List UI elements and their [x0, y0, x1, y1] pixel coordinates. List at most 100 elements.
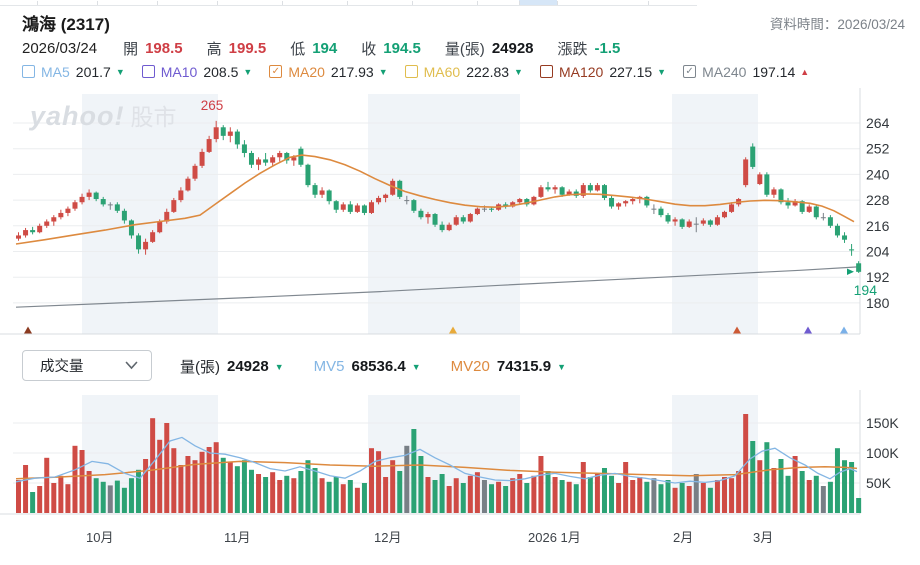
tab-divider: [157, 1, 158, 5]
volume-chart-svg: 150K 100K 50K: [0, 390, 899, 515]
volume-legend-item-1: MV5 68536.4 ▼: [314, 358, 421, 375]
down-triangle-icon: ▼: [378, 66, 388, 77]
ma-checkbox-ma120[interactable]: [539, 65, 553, 78]
volume-axis-label: 50K: [866, 475, 892, 491]
quote-field-4: 量(張) 24928: [445, 38, 534, 59]
volume-legend: 量(張) 24928 ▼ MV5 68536.4 ▼ MV20 74315.9 ▼: [180, 356, 596, 377]
month-axis: 10月 11月 12月 2026 1月 2月 3月: [0, 524, 920, 545]
volume-legend-label: MV20: [450, 358, 490, 375]
ma-legend-item-ma240: ✓ MA240 197.14 ▲: [683, 64, 809, 80]
ma-legend-item-ma120: MA120 227.15 ▼: [539, 63, 667, 80]
down-triangle-icon: ▼: [514, 66, 523, 77]
ma-label: MA5: [41, 63, 70, 80]
ma-legend: MA5 201.7 ▼ MA10 208.5 ▼ ✓ MA20 217.93 ▼ MA60 222.8…: [22, 62, 826, 81]
quote-field-value: 194: [312, 39, 338, 57]
top-tab-strip-remnant: [0, 0, 697, 6]
price-axis-label: 180: [866, 295, 890, 311]
ma-value: 201.7: [75, 63, 111, 80]
volume-legend-value: 24928: [227, 358, 269, 375]
volume-axis-label: 150K: [866, 415, 899, 431]
tab-divider: [37, 1, 38, 5]
tab-divider: [347, 1, 348, 5]
quote-field-label: 高: [206, 40, 222, 58]
tab-divider: [519, 1, 520, 5]
quote-field-value: 194.5: [383, 39, 421, 57]
month-label: 12月: [374, 530, 402, 545]
down-triangle-icon: ▼: [557, 361, 566, 372]
ma20-line: [15, 154, 855, 245]
current-price-arrow-icon: [847, 268, 854, 275]
quote-field-label: 收: [361, 40, 377, 58]
tab-divider: [97, 1, 98, 5]
ma-legend-item-ma10: MA10 208.5 ▼: [141, 63, 253, 80]
stock-title: 鴻海 (2317): [22, 15, 110, 34]
tab-divider: [217, 1, 218, 5]
quote-field-value: 24928: [491, 39, 534, 57]
quote-values: 開 198.5 高 199.5 低 194 收 194.5 量(張) 24928 漲跌 -1.5: [123, 38, 644, 59]
down-triangle-icon: ▼: [243, 66, 253, 77]
ma-label: MA20: [288, 63, 325, 80]
month-label: 2026 1月: [528, 530, 581, 545]
tab-divider: [648, 1, 649, 5]
quote-field-3: 收 194.5: [361, 38, 421, 59]
mv20-line: [15, 460, 858, 480]
ma-label: MA10: [160, 63, 198, 80]
main-price-chart[interactable]: 264 252 240 228 216 204 192 180 265 194: [0, 88, 920, 338]
price-axis-label: 264: [866, 115, 890, 131]
peak-price-label: 265: [201, 98, 224, 113]
volume-axis-label: 100K: [866, 445, 899, 461]
ma-checkbox-ma5[interactable]: [22, 65, 35, 78]
ma-value: 217.93: [330, 63, 374, 80]
ma-checkbox-ma20[interactable]: ✓: [269, 65, 283, 78]
ma-label: MA120: [558, 63, 604, 80]
event-marker-icon: [733, 326, 741, 334]
last-price-label: 194: [854, 282, 878, 298]
indicator-dropdown[interactable]: 成交量: [22, 350, 152, 381]
price-axis-label: 204: [866, 244, 890, 260]
ma-label: MA60: [423, 63, 461, 80]
ma-checkbox-ma10[interactable]: [141, 65, 155, 78]
month-label: 10月: [86, 530, 114, 545]
ma-checkbox-ma60[interactable]: [404, 65, 418, 78]
quote-field-2: 低 194: [290, 38, 337, 59]
ma-value: 197.14: [752, 63, 796, 80]
quote-field-label: 漲跌: [557, 40, 588, 58]
active-tab-indicator: [519, 0, 557, 5]
quote-field-value: 199.5: [228, 39, 267, 57]
price-axis-label: 252: [866, 141, 890, 157]
ma-legend-item-ma5: MA5 201.7 ▼: [22, 64, 125, 80]
ma240-line: [15, 266, 859, 308]
indicator-dropdown-value: 成交量: [40, 359, 84, 375]
month-label: 11月: [224, 530, 251, 545]
down-triangle-icon: ▼: [657, 66, 667, 77]
quote-field-value: 198.5: [145, 39, 183, 57]
mv5-line: [15, 436, 858, 484]
quote-field-1: 高 199.5: [207, 38, 267, 59]
main-chart-svg: 264 252 240 228 216 204 192 180 265 194: [0, 88, 890, 335]
ma-legend-item-ma60: MA60 222.83 ▼: [404, 63, 523, 80]
price-axis-label: 192: [866, 269, 890, 285]
ma-checkbox-ma240[interactable]: ✓: [683, 65, 697, 78]
down-triangle-icon: ▼: [274, 361, 284, 372]
chevron-down-icon: [125, 361, 138, 370]
volume-chart[interactable]: 150K 100K 50K: [0, 390, 920, 525]
quote-field-label: 開: [123, 40, 139, 58]
month-label: 3月: [753, 530, 774, 545]
price-axis-label: 216: [866, 218, 890, 234]
down-triangle-icon: ▼: [411, 361, 421, 372]
ma-legend-item-ma20: ✓ MA20 217.93 ▼: [269, 63, 388, 80]
quote-date: 2026/03/24: [22, 39, 98, 57]
event-marker-icon: [24, 326, 32, 334]
volume-legend-item-0: 量(張) 24928 ▼: [180, 356, 284, 377]
quote-field-label: 低: [290, 40, 306, 58]
price-axis-label: 240: [866, 166, 890, 182]
volume-legend-label: 量(張): [180, 359, 220, 376]
price-axis-label: 228: [866, 192, 890, 208]
ma-value: 227.15: [609, 63, 653, 80]
data-time-label: 資料時間：2026/03/24: [769, 17, 905, 32]
quote-field-5: 漲跌 -1.5: [558, 38, 621, 59]
quote-field-value: -1.5: [594, 39, 621, 57]
volume-legend-value: 68536.4: [351, 358, 406, 375]
volume-legend-label: MV5: [313, 358, 345, 375]
